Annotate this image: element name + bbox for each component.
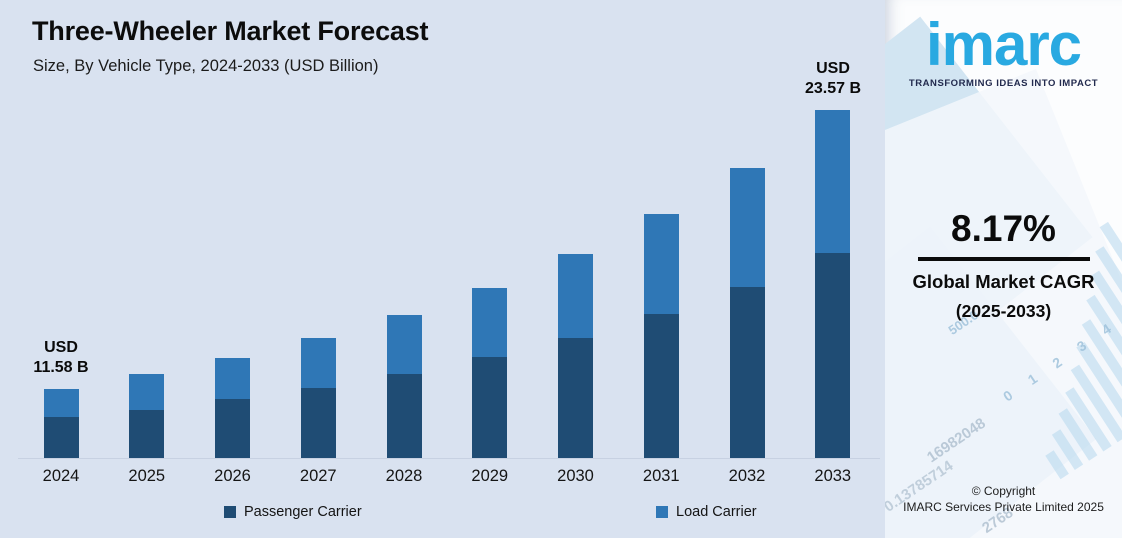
bar-2032-passenger-carrier-segment bbox=[729, 287, 765, 459]
bar-2028 bbox=[386, 315, 422, 459]
branding-panel: 500.0 0 1 2 3 4 16982048 0.13785714 2768… bbox=[885, 0, 1122, 538]
bar-2029 bbox=[472, 288, 508, 459]
legend-item-passenger-carrier: Passenger Carrier bbox=[224, 504, 362, 520]
bar-2025 bbox=[129, 374, 165, 459]
bar-2026-passenger-carrier-segment bbox=[215, 399, 250, 459]
cagr-label-line1: Global Market CAGR bbox=[912, 271, 1095, 292]
x-axis-label-2029: 2029 bbox=[471, 467, 509, 485]
bar-2032 bbox=[729, 168, 765, 459]
x-axis-label-2030: 2030 bbox=[557, 467, 594, 485]
bar-2028-passenger-carrier-segment bbox=[386, 374, 422, 459]
bar-2025-passenger-carrier-segment bbox=[129, 410, 165, 459]
x-axis-label-2026: 2026 bbox=[214, 467, 251, 485]
cagr-label-line2: (2025-2033) bbox=[955, 301, 1052, 321]
imarc-logo-tagline: TRANSFORMING IDEAS INTO IMPACT bbox=[908, 78, 1099, 89]
bar-2026 bbox=[215, 358, 250, 459]
bar-2024-passenger-carrier-segment bbox=[43, 417, 79, 459]
data-label-2024: USD 11.58 B bbox=[0, 338, 126, 378]
x-axis-label-2027: 2027 bbox=[299, 467, 337, 485]
bar-2027-passenger-carrier-segment bbox=[300, 388, 336, 459]
copyright-line2: IMARC Services Private Limited 2025 bbox=[903, 500, 1104, 514]
bar-2030-load-carrier-segment bbox=[558, 254, 593, 338]
data-label-2033: USD 23.57 B bbox=[768, 59, 898, 99]
copyright-notice: © Copyright IMARC Services Private Limit… bbox=[885, 483, 1122, 515]
bar-2024-load-carrier-segment bbox=[43, 389, 79, 417]
x-axis-label-2028: 2028 bbox=[385, 467, 423, 485]
bar-2029-load-carrier-segment bbox=[472, 288, 508, 357]
chart-subtitle: Size, By Vehicle Type, 2024-2033 (USD Bi… bbox=[33, 57, 379, 75]
imarc-logo-wordmark: imarc bbox=[925, 11, 1082, 78]
chart-title: Three-Wheeler Market Forecast bbox=[32, 16, 429, 46]
x-axis-baseline bbox=[18, 458, 880, 459]
bar-2030-passenger-carrier-segment bbox=[558, 338, 593, 459]
copyright-line1: © Copyright bbox=[971, 484, 1036, 498]
cagr-divider bbox=[917, 257, 1090, 261]
imarc-logo: imarc TRANSFORMING IDEAS INTO IMPACT bbox=[885, 6, 1122, 89]
legend-item-load-carrier: Load Carrier bbox=[656, 504, 757, 520]
data-label-2024-line2: 11.58 B bbox=[33, 359, 89, 376]
bar-2031-load-carrier-segment bbox=[643, 214, 679, 314]
bar-2031-passenger-carrier-segment bbox=[643, 314, 679, 459]
bar-2031 bbox=[643, 214, 679, 459]
bar-2033-load-carrier-segment bbox=[815, 110, 851, 253]
legend-swatch-passenger-carrier-icon bbox=[224, 506, 236, 518]
legend-label-passenger-carrier: Passenger Carrier bbox=[244, 504, 362, 520]
x-axis-label-2025: 2025 bbox=[128, 467, 166, 485]
x-axis-label-2024: 2024 bbox=[42, 467, 80, 485]
bar-2030 bbox=[558, 254, 593, 459]
data-label-2033-line1: USD bbox=[816, 60, 850, 77]
bar-2026-load-carrier-segment bbox=[215, 358, 250, 399]
chart-region: Three-Wheeler Market Forecast Size, By V… bbox=[0, 16, 880, 520]
bar-2025-load-carrier-segment bbox=[129, 374, 165, 410]
x-axis-label-2033: 2033 bbox=[814, 467, 852, 485]
data-label-2024-line1: USD bbox=[44, 339, 78, 356]
data-label-2033-line2: 23.57 B bbox=[804, 80, 862, 97]
x-axis-label-2031: 2031 bbox=[642, 467, 680, 485]
bar-2029-passenger-carrier-segment bbox=[472, 357, 508, 459]
bar-2027-load-carrier-segment bbox=[300, 338, 336, 388]
bar-2028-load-carrier-segment bbox=[386, 315, 422, 374]
bar-2024 bbox=[43, 389, 79, 459]
cagr-value: 8.17% bbox=[951, 208, 1056, 249]
legend-label-load-carrier: Load Carrier bbox=[676, 504, 757, 520]
bar-2027 bbox=[300, 338, 336, 459]
cagr-block: 8.17% Global Market CAGR (2025-2033) bbox=[885, 208, 1122, 322]
bar-2033 bbox=[815, 110, 851, 459]
bar-2032-load-carrier-segment bbox=[729, 168, 765, 287]
bar-2033-passenger-carrier-segment bbox=[815, 253, 851, 459]
legend-swatch-load-carrier-icon bbox=[656, 506, 668, 518]
x-axis-label-2032: 2032 bbox=[728, 467, 766, 485]
